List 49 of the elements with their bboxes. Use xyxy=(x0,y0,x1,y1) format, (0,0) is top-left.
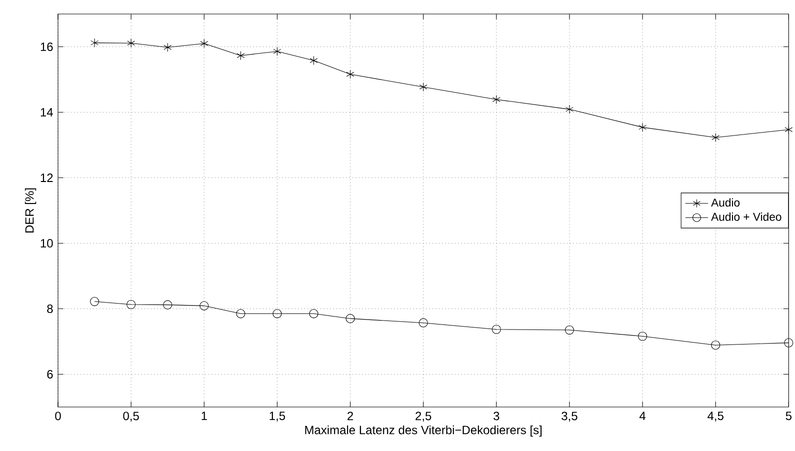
point xyxy=(418,318,428,328)
legend-label: Audio xyxy=(711,198,740,207)
x-tick-label: 0,5 xyxy=(123,412,139,422)
point xyxy=(784,338,794,348)
point xyxy=(564,326,574,335)
point xyxy=(309,309,318,318)
point xyxy=(638,332,648,341)
point xyxy=(346,70,354,79)
point xyxy=(310,56,318,66)
point xyxy=(566,104,574,114)
y-tick-label: 8 xyxy=(47,304,53,314)
point xyxy=(236,51,245,60)
point xyxy=(90,38,99,48)
x-tick-label: 2 xyxy=(348,412,353,420)
point xyxy=(127,38,136,48)
point xyxy=(236,309,246,318)
point xyxy=(492,324,501,334)
point xyxy=(419,82,428,92)
y-axis-title: DER [%] xyxy=(24,188,36,233)
point xyxy=(126,300,136,310)
point xyxy=(492,94,500,104)
x-axis-title: Maximale Latenz des Viterbi−Dekodierers [s] xyxy=(305,425,542,437)
x-tick-label: 2,5 xyxy=(416,412,432,422)
x-tick-label: 1,5 xyxy=(270,412,286,422)
point xyxy=(273,46,282,56)
y-tick-label: 10 xyxy=(40,238,53,248)
point xyxy=(200,38,208,48)
point xyxy=(163,300,172,310)
x-tick-label: 3 xyxy=(494,412,500,420)
x-tick-label: 4 xyxy=(639,412,646,420)
y-tick-label: 14 xyxy=(40,108,53,116)
point xyxy=(90,297,100,306)
point xyxy=(272,309,282,318)
x-tick-label: 5 xyxy=(786,412,792,420)
point xyxy=(638,122,646,132)
y-tick-label: 12 xyxy=(40,174,53,182)
point xyxy=(711,340,720,350)
y-tick-label: 6 xyxy=(47,370,53,379)
x-tick-label: 1 xyxy=(202,412,207,420)
point xyxy=(164,42,172,52)
point xyxy=(712,132,720,142)
point xyxy=(346,314,355,324)
y-tick-label: 16 xyxy=(40,42,53,52)
x-tick-label: 4,5 xyxy=(708,412,724,422)
x-tick-label: 0 xyxy=(55,412,61,420)
x-tick-label: 3,5 xyxy=(562,412,578,422)
point xyxy=(200,301,209,310)
legend-label: Audio + Video xyxy=(711,212,782,221)
point xyxy=(784,125,793,134)
